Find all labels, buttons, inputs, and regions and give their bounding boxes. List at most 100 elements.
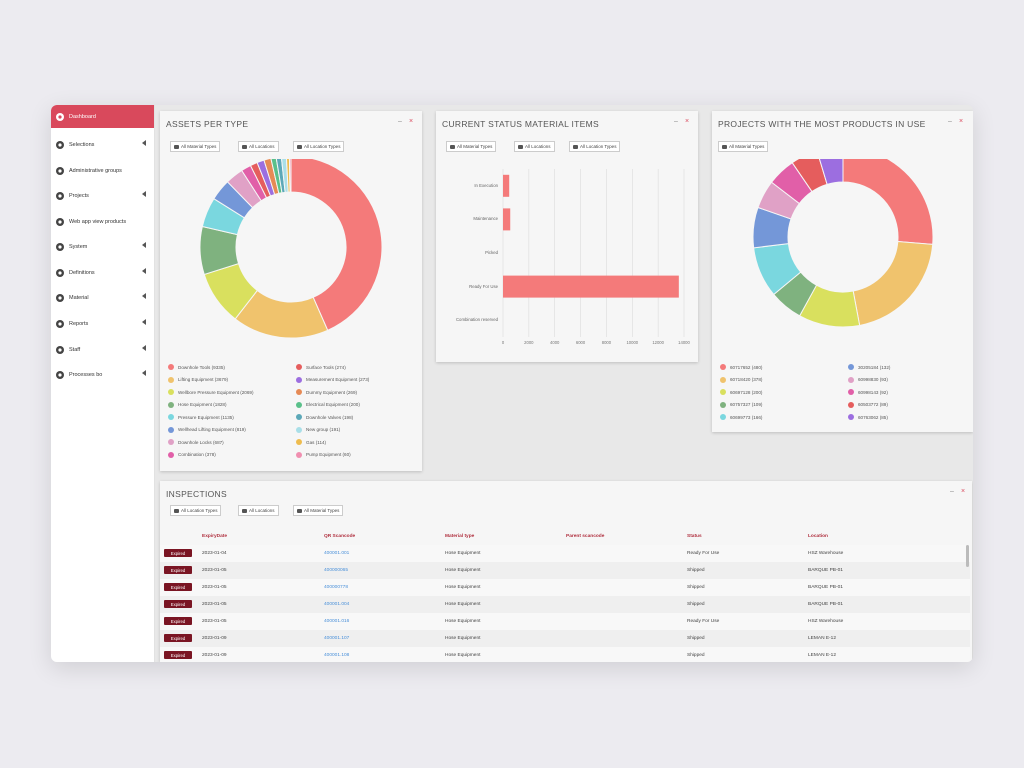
legend-item[interactable]: 60699773 (166) — [720, 414, 762, 420]
bar[interactable] — [503, 208, 511, 231]
sidebar-item-reports[interactable]: Reports — [51, 311, 154, 336]
minimize-icon[interactable]: – — [674, 118, 678, 125]
filter-location-types[interactable]: All Location Types — [293, 141, 345, 152]
filter-material-types[interactable]: All Material Types — [446, 141, 497, 152]
legend-label: Pressure Equipment (1135) — [178, 414, 234, 420]
filter-label: All Material Types — [457, 144, 493, 149]
filter-icon — [297, 508, 302, 513]
material-type-cell: Hose Equipment — [445, 619, 481, 624]
legend-item[interactable]: Downhole Locks (687) — [168, 439, 224, 445]
legend-item[interactable]: Downhole Valves (198) — [296, 414, 353, 420]
close-icon[interactable]: × — [685, 118, 690, 125]
legend-item[interactable]: Gas (114) — [296, 439, 326, 445]
column-header-status[interactable]: Status — [687, 534, 702, 539]
column-header-parent[interactable]: Parent scancode — [566, 534, 605, 539]
sidebar-item-system[interactable]: System — [51, 234, 154, 259]
column-header-location[interactable]: Location — [808, 534, 828, 539]
location-pin-icon — [518, 144, 523, 149]
table-row[interactable]: Expired 2023-01-09 400001.108 Hose Equipmen… — [160, 647, 970, 662]
filter-locations[interactable]: All Locations — [238, 141, 279, 152]
category-label: Ready For Use — [469, 283, 498, 289]
filter-label: All Material Types — [729, 144, 765, 149]
legend-item[interactable]: 60757327 (109) — [720, 401, 762, 408]
qr-scancode-link[interactable]: 400001.108 — [324, 653, 350, 658]
legend-item[interactable]: Downhole Tools (9335) — [168, 364, 225, 370]
qr-scancode-link[interactable]: 400001.016 — [324, 619, 350, 624]
legend-item[interactable]: 30205184 (132) — [848, 364, 890, 370]
legend-item[interactable]: Wellbore Pressure Equipment (2069) — [168, 389, 254, 395]
close-icon[interactable]: × — [959, 118, 964, 125]
donut-slice[interactable] — [817, 159, 844, 185]
legend-item[interactable]: 60998143 (92) — [848, 389, 888, 395]
qr-scancode-link[interactable]: 400001.001 — [324, 551, 350, 556]
bar[interactable] — [503, 275, 679, 298]
filter-location-types[interactable]: All Location Types — [170, 505, 222, 516]
legend-item[interactable]: Wellhead Lifting Equipment (819) — [168, 426, 246, 433]
assets-panel-title: ASSETS PER TYPE — [166, 119, 249, 129]
filter-material-types[interactable]: All Material Types — [170, 141, 221, 152]
close-icon[interactable]: × — [961, 488, 966, 495]
column-header-material-type[interactable]: Material type — [445, 534, 475, 539]
legend-item[interactable]: Combination (378) — [168, 451, 216, 458]
legend-item[interactable]: Hose Equipment (1828) — [168, 401, 227, 408]
filter-location-types[interactable]: All Location Types — [569, 141, 621, 152]
filter-material-types[interactable]: All Material Types — [293, 505, 344, 516]
sidebar-item-staff[interactable]: Staff — [51, 337, 154, 362]
legend-label: 60503772 (89) — [858, 402, 888, 407]
minimize-icon[interactable]: – — [948, 118, 952, 125]
bar[interactable] — [503, 174, 510, 197]
sidebar-item-processes-bo[interactable]: Processes bo — [51, 362, 154, 387]
table-row[interactable]: Expired 2023-01-09 400001.107 Hose Equipmen… — [160, 630, 970, 648]
sidebar-item-administrative-groups[interactable]: Administrative groups — [51, 158, 154, 183]
table-row[interactable]: Expired 2023-01-05 400001.016 Hose Equipmen… — [160, 613, 970, 631]
chevron-left-icon — [142, 191, 146, 197]
donut-slice[interactable] — [290, 159, 383, 331]
minimize-icon[interactable]: – — [398, 118, 402, 125]
minimize-icon[interactable]: – — [950, 488, 954, 495]
legend-item[interactable]: 60697128 (200) — [720, 389, 762, 395]
filter-label: All Location Types — [580, 144, 617, 149]
donut-slice[interactable] — [288, 159, 292, 193]
column-header-expiry[interactable]: ExpiryDate — [202, 534, 228, 539]
filter-locations[interactable]: All Locations — [238, 505, 279, 516]
qr-scancode-link[interactable]: 400001.107 — [324, 636, 350, 641]
legend-item[interactable]: Electrical Equipment (200) — [296, 401, 360, 408]
legend-item[interactable]: Pump Equipment (60) — [296, 451, 351, 458]
legend-item[interactable]: New group (191) — [296, 426, 340, 433]
table-row[interactable]: Expired 2023-01-05 400000065 Hose Equipment… — [160, 562, 970, 580]
legend-item[interactable]: 60503772 (89) — [848, 401, 888, 408]
filter-locations[interactable]: All Locations — [514, 141, 555, 152]
legend-item[interactable]: 60718420 (378) — [720, 376, 762, 383]
scrollbar[interactable] — [966, 545, 969, 567]
qr-scancode-link[interactable]: 400000778 — [324, 585, 349, 590]
location-pin-icon — [242, 508, 247, 513]
table-row[interactable]: Expired 2023-01-05 400001.004 Hose Equipmen… — [160, 596, 970, 614]
column-header-qr[interactable]: QR Scancode — [324, 534, 356, 539]
sidebar-item-projects[interactable]: Projects — [51, 183, 154, 208]
table-row[interactable]: Expired 2023-01-05 400000778 Hose Equipment… — [160, 579, 970, 597]
sidebar-item-selections[interactable]: Selections — [51, 132, 154, 157]
sidebar-item-label: Selections — [69, 141, 95, 148]
chevron-left-icon — [142, 242, 146, 248]
filter-label: All Locations — [525, 144, 551, 149]
legend-item[interactable]: 60998830 (93) — [848, 376, 888, 383]
filter-material-types[interactable]: All Material Types — [718, 141, 769, 152]
sidebar-item-material[interactable]: Material — [51, 285, 154, 310]
legend-item[interactable]: Measurement Equipment (273) — [296, 376, 369, 383]
status-cell: Shipped — [687, 568, 705, 573]
legend-item[interactable]: 60763062 (85) — [848, 414, 888, 420]
close-icon[interactable]: × — [409, 118, 414, 125]
sidebar-item-definitions[interactable]: Definitions — [51, 260, 154, 285]
legend-item[interactable]: 60717652 (480) — [720, 364, 762, 370]
sidebar-item-web-app-view-products[interactable]: Web app view products — [51, 209, 154, 234]
status-panel: CURRENT STATUS MATERIAL ITEMS – × All Ma… — [436, 111, 698, 362]
table-row[interactable]: Expired 2023-01-04 400001.001 Hose Equipmen… — [160, 545, 970, 563]
qr-scancode-link[interactable]: 400000065 — [324, 568, 349, 573]
legend-item[interactable]: Pressure Equipment (1135) — [168, 414, 234, 420]
legend-item[interactable]: Dummy Equipment (269) — [296, 389, 357, 395]
legend-item[interactable]: Lifting Equipment (3679) — [168, 376, 228, 383]
sidebar-item-label: Reports — [69, 320, 89, 327]
qr-scancode-link[interactable]: 400001.004 — [324, 602, 350, 607]
legend-item[interactable]: Surface Tools (274) — [296, 364, 346, 370]
sidebar-item-dashboard[interactable]: Dashboard — [51, 105, 154, 128]
